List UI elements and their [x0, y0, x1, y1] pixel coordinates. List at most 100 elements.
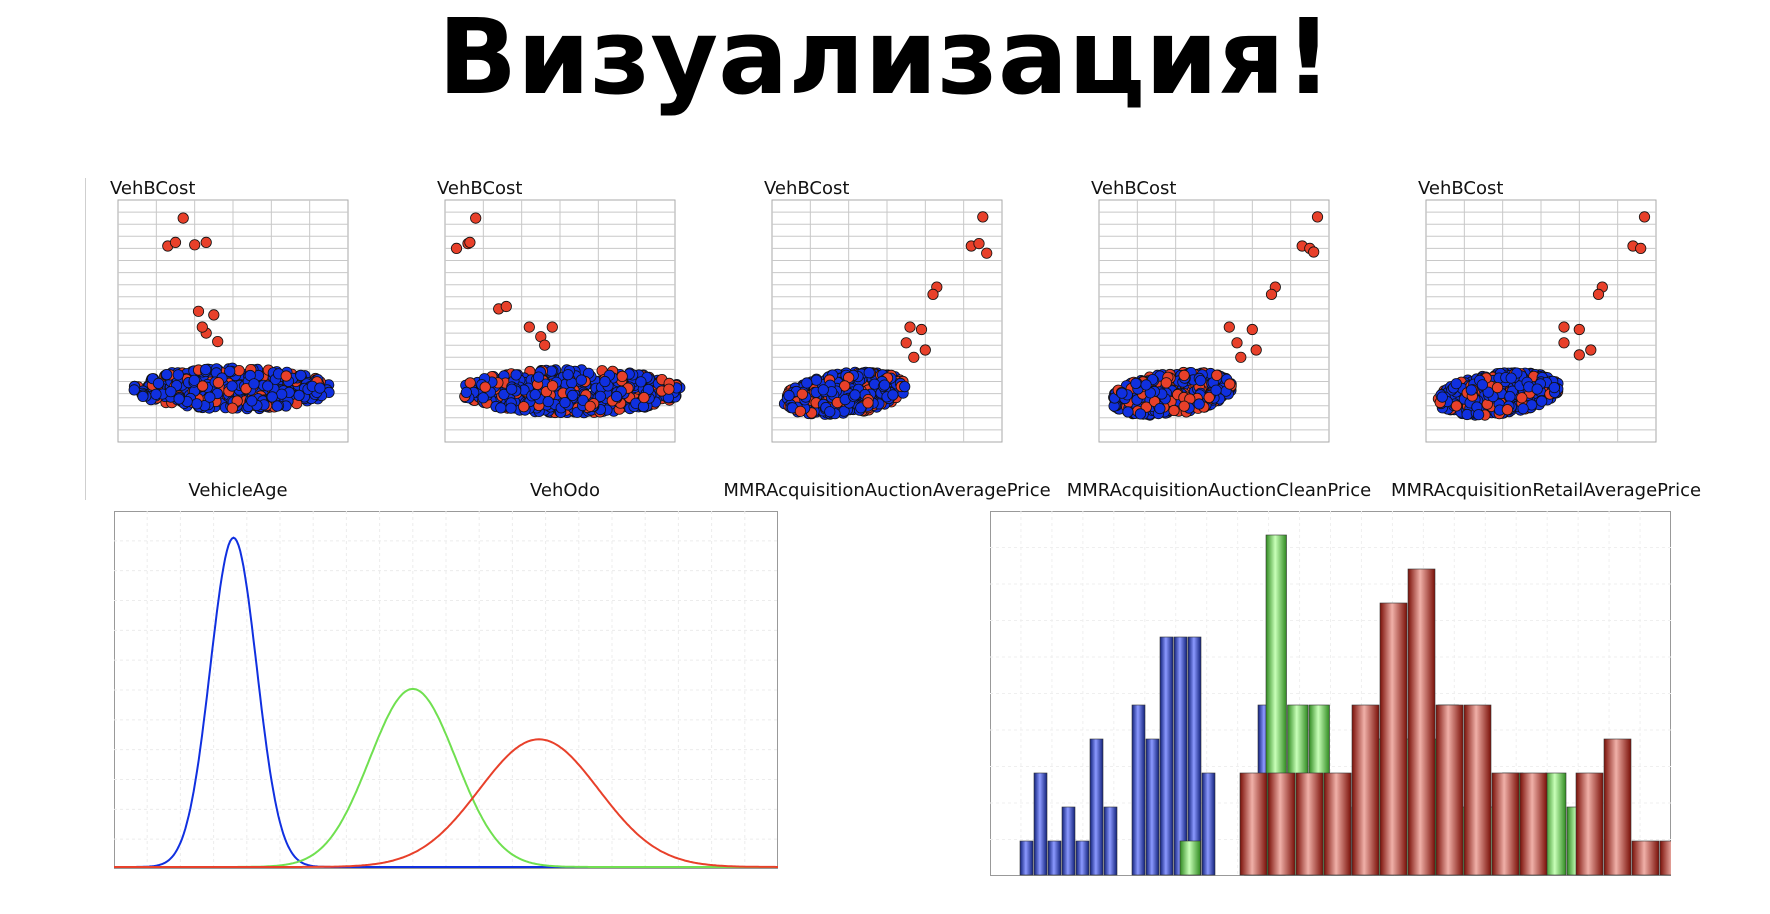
- scatter-point: [1548, 382, 1560, 394]
- scatter-point: [1224, 378, 1236, 390]
- scatter-point: [172, 369, 184, 381]
- scatter-point: [191, 398, 203, 410]
- left-divider: [85, 178, 86, 500]
- scatter-point: [575, 374, 587, 386]
- bar-green: [1545, 772, 1567, 876]
- scatter-point: [801, 377, 813, 389]
- scatter-point: [1491, 382, 1504, 394]
- scatter-point: [1203, 391, 1215, 403]
- scatter-point: [863, 367, 875, 379]
- scatter-point: [1505, 372, 1517, 384]
- bar-red: [1519, 772, 1548, 876]
- outlier-point: [1231, 337, 1243, 349]
- scatter-point: [1516, 392, 1528, 404]
- bar-red: [1407, 568, 1436, 876]
- scatter-point: [1465, 384, 1477, 396]
- outlier-point: [1311, 211, 1324, 223]
- bar-blue: [1159, 636, 1174, 876]
- scatter-point: [314, 382, 326, 394]
- scatter-point: [293, 389, 305, 401]
- scatter-point: [295, 369, 307, 381]
- outlier-point: [1638, 211, 1651, 223]
- scatter-point: [1116, 387, 1128, 399]
- outlier-point: [904, 321, 916, 333]
- bar-red: [1463, 704, 1492, 876]
- outlier-point: [177, 212, 189, 224]
- x-axis-label: VehicleAge: [188, 480, 288, 501]
- scatter-point: [1210, 384, 1222, 396]
- bar-red: [1379, 602, 1408, 876]
- scatter-point: [1461, 408, 1473, 421]
- bar-blue: [1173, 636, 1188, 876]
- scatter-point: [824, 406, 836, 418]
- outlier-point: [900, 337, 912, 349]
- outlier-point: [200, 236, 212, 249]
- outlier-point: [539, 339, 551, 351]
- outlier-point: [196, 321, 208, 333]
- bar-blue: [1047, 840, 1062, 876]
- scatter-point: [165, 386, 177, 398]
- x-axis-label: MMRAcquisitionRetailAveragePrice: [1390, 480, 1702, 501]
- scatter-plot: [117, 199, 349, 443]
- bar-red: [1491, 772, 1520, 876]
- outlier-point: [523, 321, 535, 333]
- scatter-point: [577, 394, 589, 406]
- scatter-point: [887, 389, 899, 401]
- scatter-point: [188, 374, 200, 386]
- scatter-point: [1154, 403, 1166, 415]
- scatter-point: [498, 388, 510, 400]
- scatter-point: [635, 376, 647, 388]
- x-axis-label: MMRAcquisitionAuctionAveragePrice: [723, 480, 1051, 501]
- x-axis-label: MMRAcquisitionAuctionCleanPrice: [1066, 480, 1372, 501]
- outlier-point: [470, 212, 482, 224]
- scatter-plot: [1425, 199, 1657, 443]
- bar-blue: [1145, 738, 1160, 876]
- outlier-point: [500, 300, 512, 313]
- scatter-plot: [444, 199, 686, 443]
- scatter-point: [1450, 400, 1463, 412]
- scatter-point: [584, 400, 596, 412]
- y-axis-label: VehBCost: [1418, 178, 1504, 199]
- bar-red: [1659, 840, 1671, 876]
- outlier-point: [208, 309, 220, 321]
- scatter-point: [1160, 377, 1172, 389]
- bar-blue: [1103, 806, 1118, 876]
- bar-blue: [1075, 840, 1090, 876]
- scatter-point: [783, 389, 795, 402]
- outlier-point: [189, 239, 201, 251]
- bar-blue: [1033, 772, 1048, 876]
- outlier-point: [908, 351, 920, 363]
- density-curve-red: [114, 738, 778, 868]
- bar-blue: [1019, 840, 1034, 876]
- y-axis-label: VehBCost: [1091, 178, 1177, 199]
- scatter-point: [616, 370, 628, 382]
- scatter-point: [638, 392, 650, 404]
- scatter-point: [197, 380, 209, 392]
- scatter-point: [1178, 400, 1190, 412]
- outlier-point: [450, 242, 463, 255]
- bar-green: [1179, 840, 1201, 876]
- scatter-point: [849, 389, 861, 401]
- scatter-point: [152, 377, 165, 389]
- outlier-point: [169, 236, 182, 249]
- outlier-point: [1246, 323, 1258, 336]
- y-axis-label: VehBCost: [437, 178, 523, 199]
- scatter-point: [899, 381, 911, 393]
- scatter-point: [817, 384, 829, 396]
- outlier-point: [464, 236, 476, 249]
- scatter-point: [150, 388, 162, 400]
- scatter-point: [862, 397, 874, 409]
- scatter-point: [796, 388, 808, 400]
- scatter-point: [1531, 383, 1543, 395]
- bar-blue: [1089, 738, 1104, 876]
- scatter-point: [280, 370, 292, 382]
- scatter-point: [248, 378, 260, 390]
- scatter-point: [506, 383, 518, 395]
- outlier-point: [973, 238, 985, 250]
- y-axis-label: VehBCost: [764, 178, 850, 199]
- scatter-panel-mmr-retail-avg: VehBCost MMRAcquisitionRetailAveragePric…: [1391, 170, 1701, 510]
- scatter-point: [1178, 369, 1190, 381]
- scatter-panel-vehicleage: VehBCost VehicleAge: [88, 170, 388, 510]
- scatter-panel-mmr-auction-avg: VehBCost MMRAcquisitionAuctionAveragePri…: [723, 170, 1050, 510]
- outlier-point: [1592, 288, 1605, 301]
